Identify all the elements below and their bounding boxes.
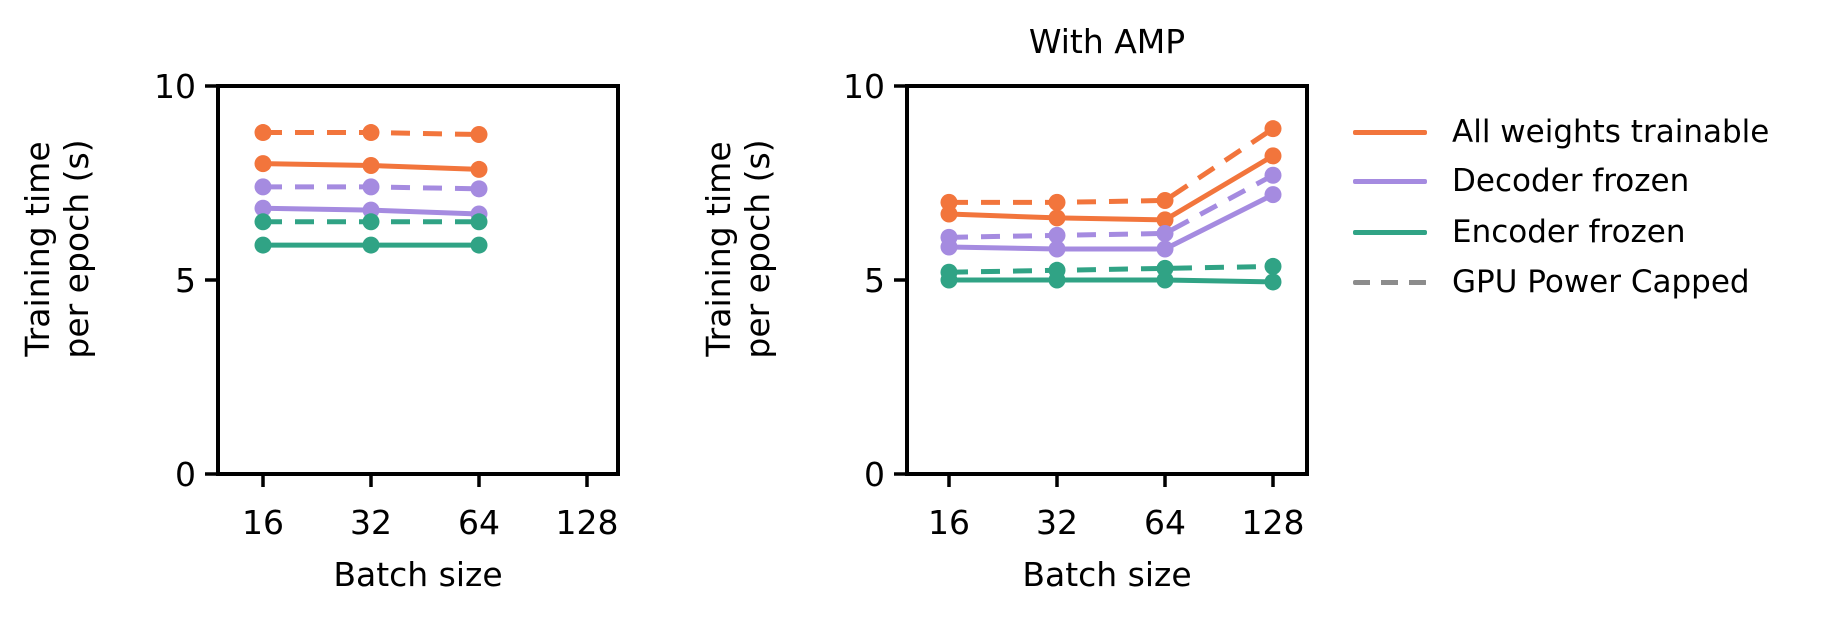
data-point-marker bbox=[940, 238, 958, 256]
legend: All weights trainable Decoder frozen Enc… bbox=[1353, 0, 1835, 634]
data-point-marker bbox=[470, 126, 488, 143]
y-tick-label: 5 bbox=[864, 261, 885, 300]
y-tick-label: 5 bbox=[175, 261, 196, 300]
data-point-marker bbox=[1156, 224, 1174, 242]
legend-label: Encoder frozen bbox=[1452, 214, 1686, 250]
data-point-marker bbox=[1264, 257, 1282, 275]
x-tick-label: 16 bbox=[928, 503, 970, 542]
data-point-marker bbox=[254, 178, 272, 196]
series-line bbox=[948, 173, 1275, 240]
y-tick-label: 10 bbox=[843, 67, 885, 106]
data-point-marker bbox=[362, 178, 380, 196]
x-tick-label: 128 bbox=[1242, 503, 1305, 542]
data-point-marker bbox=[940, 205, 958, 223]
data-point-marker bbox=[1048, 271, 1066, 289]
series-line bbox=[948, 192, 1275, 252]
y-tick-label: 10 bbox=[154, 67, 196, 106]
legend-swatch-solid-line-icon bbox=[1353, 178, 1427, 184]
data-point-marker bbox=[1156, 259, 1174, 277]
data-point-marker bbox=[1264, 186, 1282, 204]
x-tick-label: 16 bbox=[242, 503, 284, 542]
legend-item-gpu-power-capped: GPU Power Capped bbox=[1353, 262, 1750, 302]
data-point-marker bbox=[1156, 191, 1174, 209]
legend-label: GPU Power Capped bbox=[1452, 264, 1750, 300]
right-plot-xlabel: Batch size bbox=[1022, 555, 1192, 594]
legend-item-decoder-frozen: Decoder frozen bbox=[1353, 161, 1689, 201]
x-tick-label: 64 bbox=[1144, 503, 1186, 542]
data-point-marker bbox=[1048, 240, 1066, 258]
data-point-marker bbox=[254, 213, 272, 231]
data-point-marker bbox=[1264, 120, 1282, 138]
data-point-marker bbox=[254, 236, 272, 254]
data-point-marker bbox=[1048, 226, 1066, 244]
data-point-marker bbox=[1156, 211, 1174, 229]
series-line bbox=[948, 263, 1274, 275]
data-point-marker bbox=[1264, 273, 1282, 291]
data-point-marker bbox=[254, 199, 272, 217]
x-tick-label: 32 bbox=[1036, 503, 1078, 542]
right-plot-ylabel: Training time per epoch (s) bbox=[699, 139, 777, 359]
data-point-marker bbox=[470, 160, 488, 178]
series-line bbox=[949, 126, 1275, 205]
x-tick-label: 128 bbox=[556, 503, 619, 542]
series-line bbox=[949, 277, 1274, 285]
data-point-marker bbox=[362, 157, 380, 175]
data-point-marker bbox=[470, 236, 488, 254]
data-point-marker bbox=[1264, 147, 1282, 165]
data-point-marker bbox=[362, 201, 380, 219]
data-point-marker bbox=[1264, 166, 1282, 184]
x-tick-label: 64 bbox=[458, 503, 500, 542]
data-point-marker bbox=[470, 180, 488, 198]
data-point-marker bbox=[940, 193, 958, 211]
data-point-marker bbox=[362, 124, 380, 142]
axes-box bbox=[905, 84, 1309, 476]
data-point-marker bbox=[1156, 271, 1174, 289]
right-plot-title: With AMP bbox=[1028, 22, 1186, 61]
left-plot-ylabel: Training time per epoch (s) bbox=[18, 139, 96, 359]
x-tick-label: 32 bbox=[350, 503, 392, 542]
legend-item-all-weights-trainable: All weights trainable bbox=[1353, 112, 1769, 152]
y-tick-label: 0 bbox=[175, 455, 196, 494]
series-line bbox=[948, 153, 1275, 223]
legend-swatch-dashed-line-icon bbox=[1353, 279, 1427, 285]
legend-swatch-solid-line-icon bbox=[1353, 129, 1427, 135]
data-point-marker bbox=[470, 213, 488, 231]
data-point-marker bbox=[254, 155, 272, 173]
data-point-marker bbox=[362, 236, 380, 254]
legend-label: Decoder frozen bbox=[1452, 163, 1690, 199]
legend-item-encoder-frozen: Encoder frozen bbox=[1353, 212, 1686, 252]
left-plot-xlabel: Batch size bbox=[333, 555, 503, 594]
axes-box bbox=[216, 84, 620, 476]
data-point-marker bbox=[254, 124, 272, 142]
legend-label: All weights trainable bbox=[1452, 114, 1770, 150]
legend-swatch-solid-line-icon bbox=[1353, 229, 1427, 235]
data-point-marker bbox=[940, 271, 958, 289]
data-point-marker bbox=[1156, 240, 1174, 258]
y-tick-label: 0 bbox=[864, 455, 885, 494]
data-point-marker bbox=[362, 213, 380, 231]
data-point-marker bbox=[1048, 209, 1066, 227]
data-point-marker bbox=[1048, 193, 1066, 211]
